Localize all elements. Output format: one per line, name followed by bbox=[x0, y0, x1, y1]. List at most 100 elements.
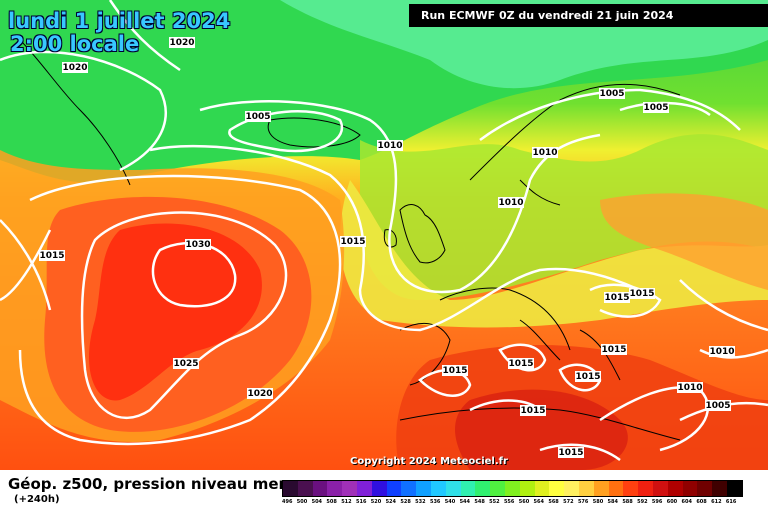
isobar-label: 1015 bbox=[604, 293, 629, 303]
isobar-label: 1020 bbox=[169, 38, 194, 48]
scale-tick-label: 584 bbox=[607, 499, 618, 505]
scale-swatch bbox=[608, 481, 624, 496]
isobar-label: 1015 bbox=[601, 345, 626, 355]
isobar-1005-norway bbox=[479, 88, 741, 142]
scale-swatch bbox=[460, 481, 476, 496]
isobar-label-bg bbox=[169, 37, 195, 48]
scale-tick-label: 532 bbox=[415, 499, 426, 505]
field-band-yellow bbox=[340, 180, 768, 328]
coastlines bbox=[19, 39, 681, 441]
isobar-label: 1015 bbox=[442, 366, 467, 376]
scale-swatch bbox=[401, 481, 417, 496]
isobar-1015-west bbox=[0, 219, 52, 311]
isobar-label: 1005 bbox=[245, 112, 270, 122]
scale-swatch bbox=[712, 481, 727, 496]
field-band-red bbox=[89, 223, 262, 401]
isobar-1020-a bbox=[18, 174, 342, 446]
run-info: Run ECMWF 0Z du vendredi 21 juin 2024 bbox=[409, 4, 768, 27]
scale-tick-label: 616 bbox=[725, 499, 737, 505]
isobar-label-bg bbox=[709, 346, 735, 357]
scale-swatch bbox=[726, 481, 742, 496]
scale-tick-label: 600 bbox=[666, 499, 678, 505]
scale-swatch bbox=[490, 481, 505, 496]
scale-swatch bbox=[549, 481, 565, 496]
isobar-1010-main bbox=[199, 100, 601, 294]
scale-tick-label: 504 bbox=[311, 499, 323, 505]
scale-tick-label: 540 bbox=[444, 499, 456, 505]
legend-title: Géop. z500, pression niveau mer bbox=[8, 475, 286, 493]
isobar-1020-c bbox=[108, 0, 181, 72]
isobar-label-bg bbox=[629, 288, 655, 299]
scale-tick-label: 564 bbox=[533, 499, 544, 505]
scale-swatch bbox=[475, 481, 491, 496]
isobar-label-bg bbox=[520, 405, 546, 416]
scale-tick-label: 500 bbox=[296, 499, 308, 505]
scale-swatch bbox=[430, 481, 446, 496]
isobar-label: 1015 bbox=[340, 237, 365, 247]
z500-map: 1030102510201020102010151015101510151015… bbox=[0, 0, 768, 470]
scale-tick-label: 604 bbox=[681, 499, 692, 505]
isobar-label-bg bbox=[705, 400, 731, 411]
isobar-label: 1010 bbox=[709, 347, 734, 357]
scale-tick-label: 596 bbox=[651, 499, 663, 505]
isobar-1015-spain bbox=[418, 369, 472, 397]
scale-tick-label: 588 bbox=[622, 499, 633, 505]
scale-tick-label: 572 bbox=[563, 499, 574, 505]
isobar-label: 1005 bbox=[643, 103, 668, 113]
isobar-label: 1015 bbox=[508, 359, 533, 369]
isobar-label-bg bbox=[39, 250, 65, 261]
scale-tick-label: 612 bbox=[711, 499, 722, 505]
scale-tick-label: 576 bbox=[577, 499, 589, 505]
isobar-label: 1020 bbox=[247, 389, 272, 399]
isobar-label: 1015 bbox=[558, 448, 583, 458]
scale-swatch bbox=[297, 481, 313, 496]
field-band-darkred-south bbox=[455, 389, 628, 470]
isobar-label: 1015 bbox=[629, 289, 654, 299]
isobar-label: 1010 bbox=[677, 383, 702, 393]
isobar-label-bg bbox=[185, 239, 211, 250]
isobar-label: 1010 bbox=[532, 148, 557, 158]
scale-tick-label: 520 bbox=[370, 499, 382, 505]
scale-swatch bbox=[283, 481, 298, 496]
isobar-label: 1005 bbox=[705, 401, 730, 411]
isobar-label-bg bbox=[62, 62, 88, 73]
scale-swatch bbox=[667, 481, 683, 496]
isobar-label-bg bbox=[599, 88, 625, 99]
scale-tick-label: 568 bbox=[548, 499, 559, 505]
color-scale bbox=[282, 480, 743, 497]
scale-swatch bbox=[697, 481, 713, 496]
scale-tick-label: 544 bbox=[459, 499, 470, 505]
north-africa-coast bbox=[399, 407, 681, 441]
scale-tick-label: 496 bbox=[282, 499, 293, 505]
isobar-label: 1010 bbox=[498, 198, 523, 208]
scale-tick-label: 536 bbox=[429, 499, 441, 505]
isobar-label: 1030 bbox=[185, 240, 210, 250]
isobar-1025 bbox=[80, 211, 288, 420]
isobar-1005-iceland bbox=[228, 110, 344, 153]
isobar-label: 1005 bbox=[599, 89, 624, 99]
isobar-1015-east bbox=[589, 283, 662, 318]
isobar-label: 1010 bbox=[377, 141, 402, 151]
scale-swatch bbox=[327, 481, 343, 496]
isobar-label-bg bbox=[442, 365, 468, 376]
great-britain-coast bbox=[399, 204, 446, 264]
scandinavia-coast bbox=[469, 83, 681, 206]
scale-tick-label: 548 bbox=[474, 499, 485, 505]
scale-swatch bbox=[386, 481, 402, 496]
forecast-date: lundi 1 juillet 2024 bbox=[8, 9, 231, 33]
greenland-coast bbox=[19, 39, 131, 186]
scale-tick-label: 552 bbox=[489, 499, 500, 505]
isobar-label-bg bbox=[498, 197, 524, 208]
isobar-1015-main bbox=[149, 144, 651, 332]
scale-swatch bbox=[638, 481, 653, 496]
scale-swatch bbox=[578, 481, 594, 496]
field-band-orange-east bbox=[600, 193, 768, 290]
scale-tick-label: 516 bbox=[355, 499, 367, 505]
isobar-label-bg bbox=[643, 102, 669, 113]
scale-swatch bbox=[356, 481, 372, 496]
isobar-label: 1015 bbox=[520, 406, 545, 416]
isobar-label-bg bbox=[604, 292, 630, 303]
isobar-label-bg bbox=[377, 140, 403, 151]
scale-swatch bbox=[504, 481, 520, 496]
